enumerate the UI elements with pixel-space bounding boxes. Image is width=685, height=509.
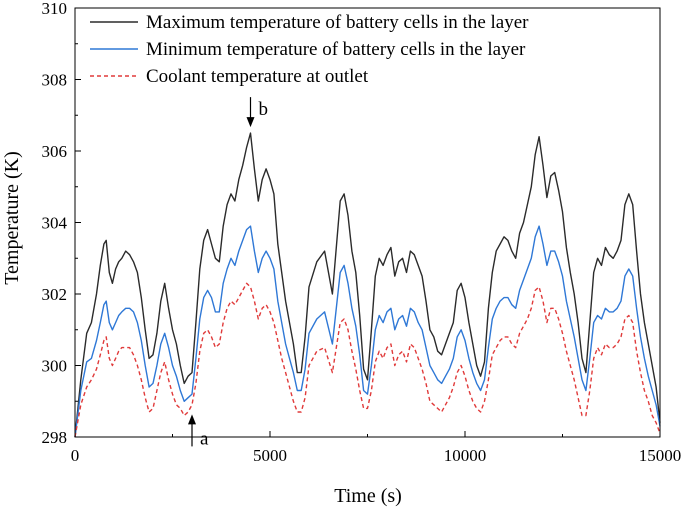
y-axis-title: Temperature (K) [1,151,23,285]
series-line-2 [74,225,661,438]
series-layer [74,132,661,438]
y-tick-label: 310 [42,0,68,18]
y-tick-label: 304 [42,214,68,233]
series-line-1 [74,132,661,438]
x-tick-label: 15000 [639,446,682,465]
x-tick-label: 5000 [253,446,287,465]
legend-label-1: Maximum temperature of battery cells in … [146,12,529,33]
annotation-label-b: b [259,99,269,120]
legend-label-3: Coolant temperature at outlet [146,66,369,87]
x-tick-label: 10000 [444,446,487,465]
annotation-arrowhead-a [188,414,196,425]
y-tick-label: 306 [42,142,68,161]
annotation-arrowhead-b [246,117,255,128]
y-tick-label: 300 [42,357,68,376]
series-line-3 [74,282,661,438]
y-tick-label: 308 [42,71,68,90]
annotation-layer: ab [188,97,268,449]
x-axis-title: Time (s) [334,485,402,507]
legend-label-2: Minimum temperature of battery cells in … [146,39,526,60]
y-tick-label: 298 [42,428,68,447]
annotation-label-a: a [200,428,209,449]
legend: Maximum temperature of battery cells in … [90,12,529,87]
x-tick-label: 0 [71,446,80,465]
axes-layer: 0 5000 10000 15000 298 300 302 304 306 308 310 [42,0,682,465]
y-tick-label: 302 [42,285,68,304]
